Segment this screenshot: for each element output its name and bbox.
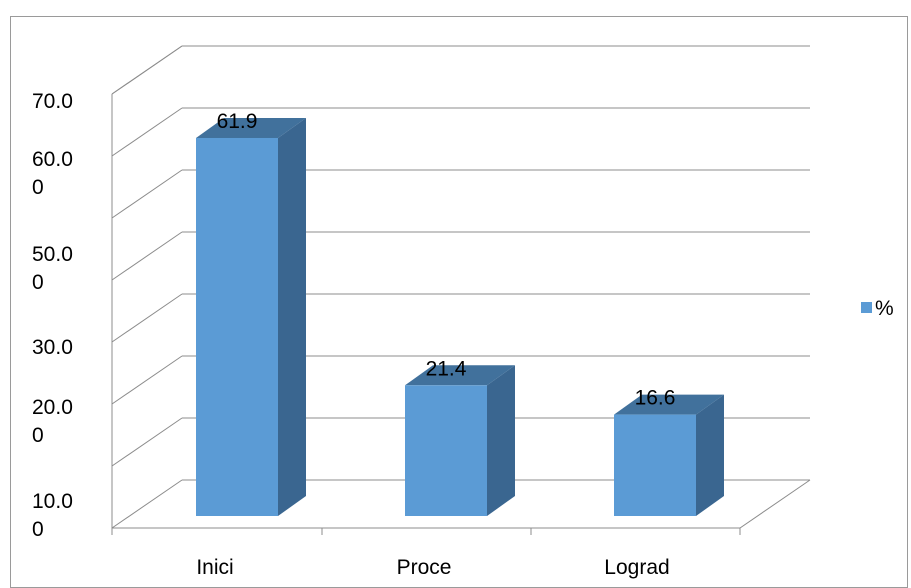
- legend-label: %: [875, 297, 894, 320]
- x-tick-label: Inici: [196, 556, 233, 579]
- side-wall-gridline: [111, 231, 183, 281]
- data-label: 61.9: [217, 110, 258, 133]
- y-tick-label: 0: [32, 424, 44, 447]
- data-label: 16.6: [635, 387, 676, 410]
- bar-top: [614, 394, 724, 415]
- x-tick-label: Proce: [397, 556, 452, 579]
- bar-top: [405, 365, 515, 386]
- y-tick-label: 30.0: [32, 336, 73, 359]
- side-wall-gridline: [111, 45, 183, 95]
- side-wall-gridline: [111, 293, 183, 343]
- bar: [614, 414, 696, 516]
- y-tick-label: 70.0: [32, 90, 73, 113]
- y-tick-label: 0: [32, 518, 44, 541]
- bar: [196, 137, 278, 517]
- data-label: 21.4: [426, 357, 467, 380]
- bar: [405, 385, 487, 516]
- x-tick-label: Lograd: [604, 556, 669, 579]
- side-wall-gridline: [111, 107, 183, 157]
- side-wall-gridline: [111, 355, 183, 405]
- y-tick-label: 0: [32, 271, 44, 294]
- side-wall-gridline: [111, 417, 183, 467]
- y-tick-label: 10.0: [32, 490, 73, 513]
- side-wall-gridline: [111, 479, 183, 529]
- bar-side: [487, 365, 515, 516]
- side-wall-gridline: [111, 169, 183, 219]
- bar-top: [196, 117, 306, 138]
- legend-swatch: [861, 302, 872, 313]
- bar-side: [696, 394, 724, 516]
- y-tick-label: 60.0: [32, 148, 73, 171]
- bar-side: [278, 117, 306, 517]
- y-tick-label: 50.0: [32, 243, 73, 266]
- y-tick-label: 20.0: [32, 396, 73, 419]
- y-tick-label: 0: [32, 176, 44, 199]
